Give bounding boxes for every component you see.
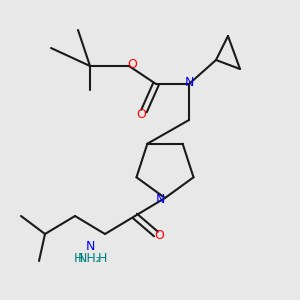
Text: NH₂: NH₂	[78, 251, 102, 265]
Text: O: O	[127, 58, 137, 71]
Text: H: H	[73, 251, 83, 265]
Text: N: N	[85, 239, 95, 253]
Text: N: N	[184, 76, 194, 89]
Text: H: H	[97, 251, 107, 265]
Text: O: O	[154, 229, 164, 242]
Text: N: N	[156, 193, 165, 206]
Text: O: O	[136, 107, 146, 121]
